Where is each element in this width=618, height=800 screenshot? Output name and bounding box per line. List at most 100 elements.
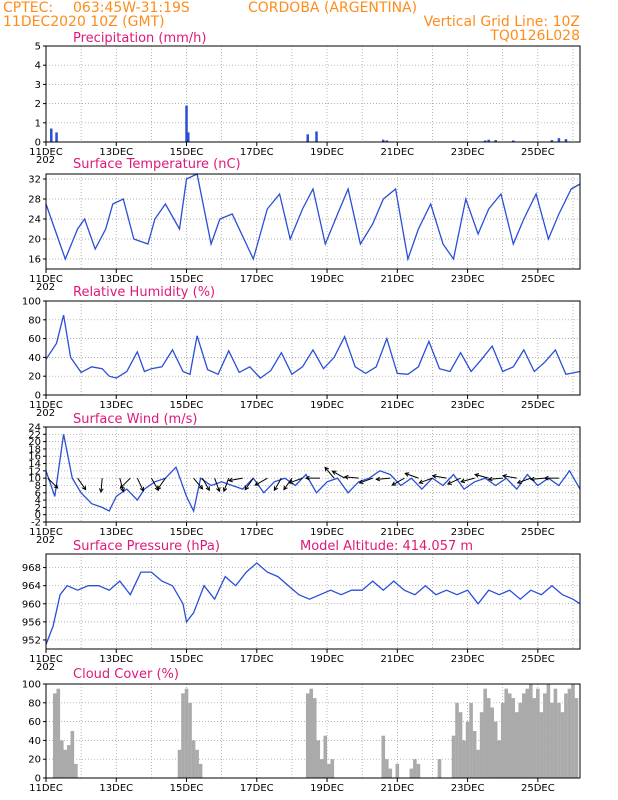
precip-xtick-label: 17DEC — [240, 147, 274, 158]
wind-arrow — [156, 477, 166, 491]
cloud-bar — [529, 684, 533, 778]
wind-arrow-shaft — [77, 477, 87, 490]
wind-arrow-head — [198, 484, 204, 490]
pressure-xtick-label: 11DEC — [29, 654, 63, 665]
temp-xtick-label: 13DEC — [99, 274, 133, 285]
wind-arrow-shaft — [120, 477, 131, 489]
cloud-bar — [504, 688, 509, 778]
temp-ytick-label: 24 — [28, 215, 41, 226]
cloud-xtick-label: 21DEC — [380, 783, 414, 794]
temp-xtick-label: 11DEC — [29, 274, 63, 285]
wind-arrow-shaft — [488, 477, 503, 480]
wind-arrow — [254, 477, 268, 486]
temp-ytick-label: 16 — [28, 255, 41, 266]
precip-ytick-label: 0 — [35, 138, 41, 149]
pressure-xtick-label: 21DEC — [380, 654, 414, 665]
wind-arrow-shaft — [530, 477, 545, 480]
cloud-bar — [312, 698, 317, 778]
cloud-bar — [458, 712, 463, 778]
wind-arrow-head — [529, 476, 535, 482]
cloud-bar — [539, 712, 544, 778]
wind-arrow-shaft — [193, 477, 203, 490]
wind-arrow — [98, 478, 104, 494]
rh-ytick-label: 20 — [28, 372, 41, 383]
wind-arrow — [391, 477, 405, 486]
wind-arrow-shaft — [432, 475, 447, 479]
cloud-ytick-label: 80 — [28, 698, 41, 709]
precip-bar — [55, 132, 58, 142]
wind-arrow-head — [227, 477, 233, 483]
wind-ytick-label: 22 — [28, 430, 41, 441]
wind-ytick-label: 4 — [35, 496, 41, 507]
pressure-xtick-label: 19DEC — [310, 654, 344, 665]
wind-arrow — [431, 473, 447, 479]
wind-xtick-label: 21DEC — [380, 527, 414, 538]
precip-ytick-label: 3 — [35, 80, 41, 91]
cloud-bar — [181, 693, 185, 778]
wind-arrow-shaft — [228, 477, 243, 482]
rh-xtick-label: 25DEC — [521, 400, 555, 411]
temp-xtick-label: 17DEC — [240, 274, 274, 285]
cloud-xtick-label: 11DEC — [29, 783, 63, 794]
pressure-ytick-label: 964 — [22, 581, 41, 592]
precip-bar — [187, 132, 190, 142]
wind-arrow-head — [358, 479, 364, 485]
precip-ytick-label: 2 — [35, 99, 41, 110]
rh-ytick-label: 80 — [28, 315, 41, 326]
rh-xtick-label: 13DEC — [99, 400, 133, 411]
wind-ytick-label: 8 — [35, 481, 41, 492]
wind-arrow-shaft — [460, 477, 475, 483]
wind-arrow-head — [304, 475, 310, 481]
cloud-bar — [500, 702, 505, 778]
wind-arrow-head — [273, 486, 279, 492]
cloud-bar — [557, 702, 561, 778]
temp-xtick-label: 21DEC — [380, 274, 414, 285]
wind-arrow-head — [98, 488, 104, 494]
rh-xtick-label: 17DEC — [240, 400, 274, 411]
wind-xtick-label: 23DEC — [451, 527, 485, 538]
rh-xtick-label: 19DEC — [310, 400, 344, 411]
cloud-bar — [553, 688, 558, 778]
wind-arrow-head — [205, 486, 210, 492]
pressure-note: Model Altitude: 414.057 m — [300, 539, 473, 554]
wind-arrow-head — [343, 474, 349, 480]
wind-arrow — [474, 473, 489, 479]
cloud-bar — [188, 702, 192, 778]
cloud-ytick-label: 20 — [28, 755, 41, 766]
temp-ytick-label: 32 — [28, 175, 41, 186]
pressure-ytick-label: 952 — [22, 635, 41, 646]
wind-arrow — [77, 477, 87, 491]
cloud-bar — [525, 688, 530, 778]
precip-bar — [185, 105, 188, 142]
wind-ytick-label: 6 — [35, 488, 41, 499]
cloud-bar — [486, 698, 491, 778]
cloud-bar — [330, 759, 335, 778]
header-location: CORDOBA (ARGENTINA) — [248, 0, 417, 16]
precip-bar — [487, 139, 490, 142]
wind-arrow — [201, 477, 210, 492]
wind-arrow-shaft — [157, 477, 166, 490]
pressure-xtick-label: 25DEC — [521, 654, 555, 665]
cloud-bar — [388, 768, 393, 778]
wind-arrow-shaft — [214, 477, 220, 492]
cloud-bar — [195, 749, 199, 778]
wind-arrow-shaft — [502, 475, 517, 479]
precip-ytick-label: 5 — [35, 42, 41, 53]
wind-arrow-head — [446, 480, 452, 485]
wind-arrow-shaft — [223, 477, 230, 492]
wind-arrow — [529, 476, 545, 482]
cloud-bar — [507, 693, 512, 778]
precip-bar — [494, 140, 497, 142]
wind-arrow — [193, 477, 204, 490]
cloud-xtick-label: 17DEC — [240, 783, 274, 794]
wind-arrow — [136, 477, 145, 492]
wind-arrow-shaft — [289, 477, 303, 484]
wind-arrow-shaft — [419, 477, 433, 484]
wind-xtick-label: 17DEC — [240, 527, 274, 538]
cloud-xtick-label: 23DEC — [451, 783, 485, 794]
cloud-ytick-label: 100 — [22, 680, 41, 691]
wind-arrow-head — [254, 481, 260, 486]
wind-arrow-head — [501, 473, 507, 479]
precip-panel: 0 1 2 3 4 5 11DEC 13DEC 15DEC 17DEC 19DEC 21DEC 23DE… — [29, 31, 581, 166]
